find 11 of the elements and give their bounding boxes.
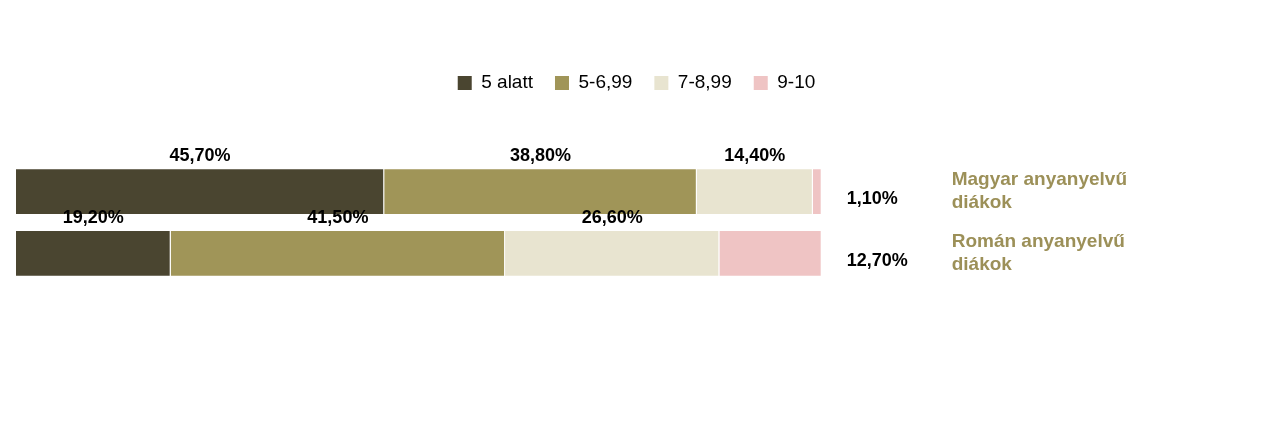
y-tick-label: Román anyanyelvű diákok (951, 230, 1125, 274)
legend-label: 7-8,99 (677, 71, 732, 93)
data-label: 1,10% (846, 188, 898, 209)
data-label: 14,40% (724, 145, 786, 166)
legend-label: 5-6,99 (578, 71, 633, 93)
data-label: 38,80% (509, 145, 572, 166)
legend-label: 9-10 (777, 71, 816, 93)
y-tick-label: Magyar anyanyelvű diákok (951, 168, 1128, 213)
data-label: 12,70% (846, 249, 908, 270)
legend-label: 5 alatt (481, 71, 534, 93)
data-label: 45,70% (169, 145, 231, 166)
